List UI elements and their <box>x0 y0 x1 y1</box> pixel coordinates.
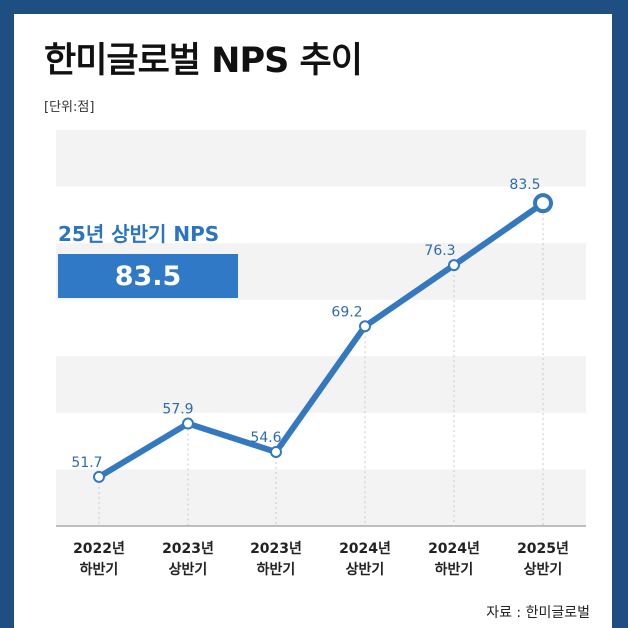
grid-band <box>56 469 586 526</box>
x-tick-label: 2023년 <box>162 541 214 557</box>
x-tick-label: 상반기 <box>169 561 208 578</box>
data-label: 51.7 <box>71 455 102 471</box>
data-label: 69.2 <box>331 304 362 320</box>
source-note: 자료 : 한미글로벌 <box>486 605 590 621</box>
data-label: 76.3 <box>424 243 455 259</box>
x-tick-label: 2024년 <box>428 541 480 557</box>
series-line <box>96 200 546 480</box>
x-tick-label: 2024년 <box>339 541 391 557</box>
data-label: 57.9 <box>162 402 193 418</box>
data-point <box>359 320 371 333</box>
highlight-value-box: 83.5 <box>58 254 238 298</box>
data-point <box>270 445 282 458</box>
x-tick-label: 2023년 <box>250 541 302 557</box>
data-label: 54.6 <box>250 430 281 446</box>
x-tick-label: 2025년 <box>517 541 569 557</box>
data-point <box>182 417 194 430</box>
x-tick-label: 상반기 <box>346 561 385 578</box>
data-point <box>93 470 105 483</box>
highlight-label: 25년 상반기 NPS <box>58 222 220 246</box>
x-tick-label: 하반기 <box>435 561 474 578</box>
x-tick-label: 하반기 <box>80 561 119 578</box>
x-tick-label: 하반기 <box>257 561 296 578</box>
chart-title: 한미글로벌 NPS 추이 <box>44 41 363 81</box>
data-point <box>448 259 460 272</box>
data-label: 83.5 <box>509 177 540 193</box>
data-point <box>533 193 553 214</box>
unit-label: [단위:점] <box>44 100 95 115</box>
x-tick-label: 상반기 <box>524 561 563 578</box>
x-tick-label: 2022년 <box>73 541 125 557</box>
grid-band <box>56 130 586 187</box>
